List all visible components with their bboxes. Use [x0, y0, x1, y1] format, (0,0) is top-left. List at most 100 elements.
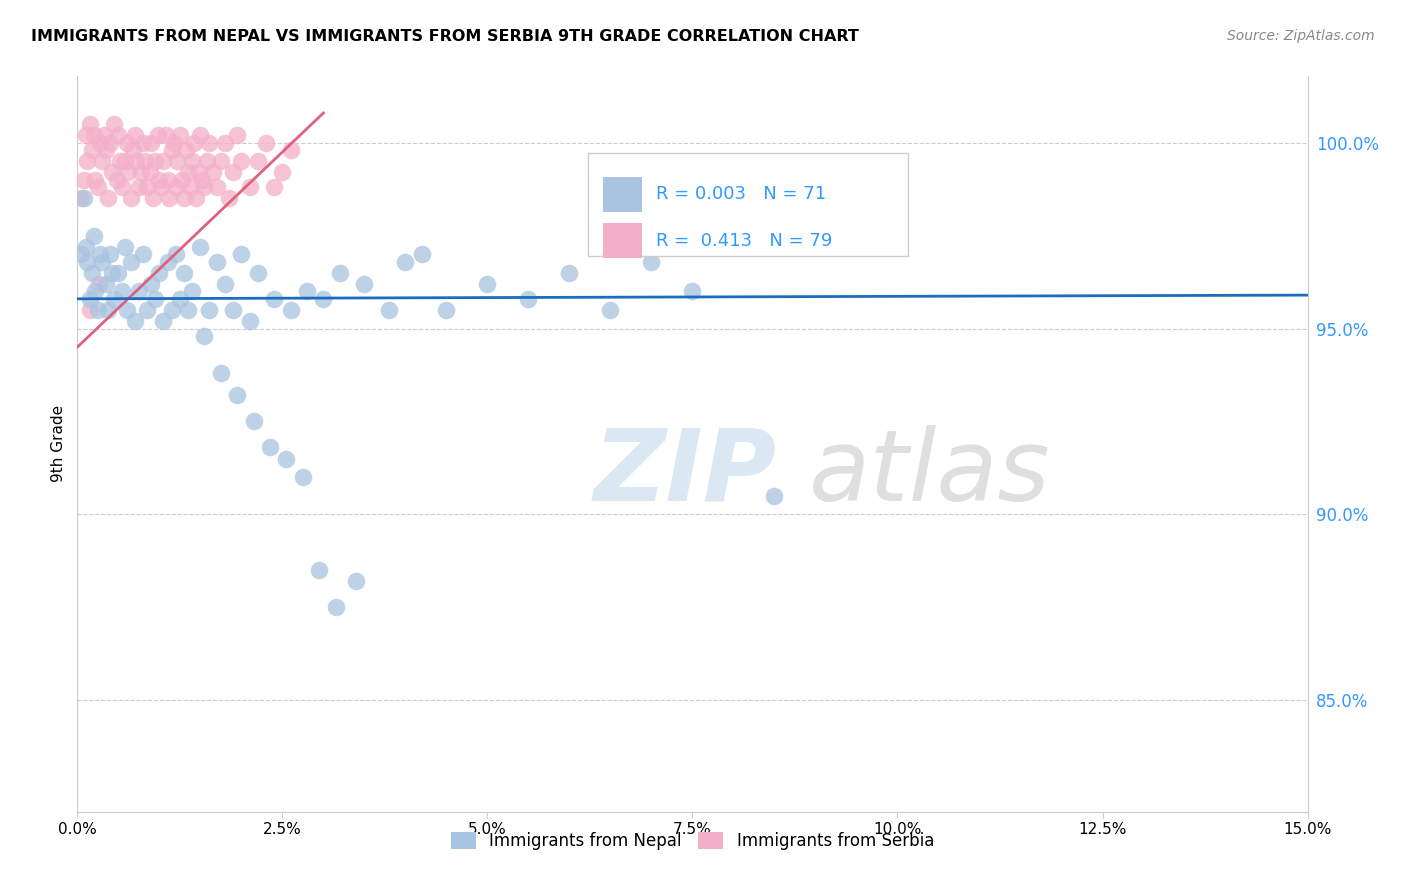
Point	[84, 285, 107, 299]
FancyBboxPatch shape	[588, 153, 908, 256]
Point	[156, 254, 179, 268]
Point	[84, 173, 107, 187]
Point	[136, 180, 159, 194]
Point	[156, 173, 179, 187]
Point	[222, 302, 245, 317]
Point	[599, 302, 621, 317]
Point	[239, 180, 262, 194]
Point	[79, 292, 101, 306]
Point	[160, 302, 183, 317]
Point	[218, 191, 240, 205]
Point	[259, 441, 281, 455]
Text: Source: ZipAtlas.com: Source: ZipAtlas.com	[1227, 29, 1375, 43]
Point	[394, 254, 416, 268]
Point	[169, 292, 191, 306]
Point	[173, 266, 195, 280]
Point	[291, 470, 314, 484]
Text: R =  0.413   N = 79: R = 0.413 N = 79	[655, 232, 832, 250]
Point	[378, 302, 401, 317]
Point	[183, 136, 205, 150]
Point	[75, 240, 97, 254]
Point	[87, 180, 110, 194]
Point	[103, 117, 125, 131]
Point	[141, 136, 163, 150]
Point	[124, 314, 146, 328]
Point	[101, 165, 124, 179]
Point	[344, 574, 367, 589]
Point	[214, 136, 236, 150]
Point	[214, 277, 236, 291]
Point	[143, 154, 166, 169]
Legend: Immigrants from Nepal, Immigrants from Serbia: Immigrants from Nepal, Immigrants from S…	[444, 825, 941, 856]
Text: ZIP: ZIP	[595, 425, 778, 522]
Point	[70, 191, 93, 205]
Point	[128, 285, 150, 299]
Point	[115, 302, 138, 317]
Point	[436, 302, 458, 317]
Point	[87, 277, 110, 291]
Point	[187, 165, 209, 179]
Text: R = 0.003   N = 71: R = 0.003 N = 71	[655, 186, 825, 203]
Point	[79, 302, 101, 317]
Point	[89, 247, 111, 261]
Point	[73, 191, 96, 205]
Point	[90, 154, 114, 169]
Point	[181, 154, 204, 169]
Point	[226, 128, 249, 143]
Point	[329, 266, 352, 280]
Point	[97, 191, 120, 205]
Point	[108, 154, 131, 169]
Point	[165, 247, 187, 261]
Point	[197, 302, 219, 317]
Point	[107, 266, 129, 280]
Point	[83, 228, 105, 243]
Point	[114, 154, 136, 169]
Point	[132, 247, 155, 261]
Y-axis label: 9th Grade: 9th Grade	[51, 405, 66, 483]
Point	[73, 173, 96, 187]
Point	[107, 128, 129, 143]
Point	[226, 388, 249, 402]
Point	[101, 266, 124, 280]
Bar	[603, 223, 643, 259]
Point	[114, 240, 136, 254]
Point	[82, 266, 104, 280]
Point	[115, 136, 138, 150]
Point	[280, 143, 302, 157]
Point	[82, 143, 104, 157]
Point	[276, 451, 298, 466]
Point	[163, 136, 186, 150]
Point	[76, 154, 98, 169]
Point	[312, 292, 335, 306]
Point	[191, 173, 214, 187]
Point	[122, 143, 145, 157]
Point	[263, 180, 285, 194]
Point	[517, 292, 540, 306]
Point	[188, 240, 212, 254]
Point	[246, 266, 269, 280]
Point	[186, 191, 208, 205]
Point	[87, 302, 110, 317]
Point	[197, 136, 219, 150]
Point	[246, 154, 269, 169]
Point	[188, 128, 212, 143]
Point	[141, 277, 163, 291]
Point	[132, 136, 155, 150]
Point	[97, 302, 120, 317]
Point	[682, 285, 704, 299]
Point	[93, 128, 115, 143]
Point	[83, 128, 105, 143]
Point	[205, 180, 228, 194]
Point	[136, 302, 159, 317]
Point	[103, 292, 125, 306]
Point	[111, 180, 134, 194]
Point	[173, 191, 195, 205]
Point	[222, 165, 245, 179]
Point	[148, 173, 170, 187]
Point	[177, 165, 200, 179]
Point	[295, 285, 318, 299]
Point	[242, 414, 264, 428]
Point	[166, 154, 188, 169]
Point	[411, 247, 433, 261]
Point	[152, 154, 174, 169]
